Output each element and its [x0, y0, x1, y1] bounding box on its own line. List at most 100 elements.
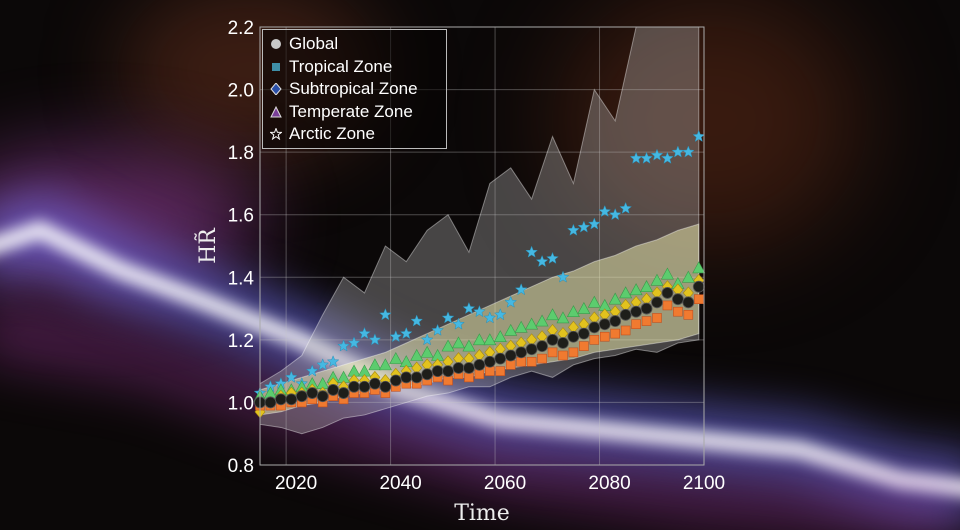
point-temperate-zone — [504, 323, 518, 336]
point-tropical-zone — [495, 366, 506, 376]
point-arctic-zone — [608, 208, 622, 221]
point-temperate-zone — [368, 358, 382, 371]
point-arctic-zone — [650, 148, 664, 161]
point-arctic-zone — [546, 251, 559, 264]
circle-marker-icon — [269, 37, 283, 51]
y-axis-label: HR̃ — [195, 227, 221, 264]
point-arctic-zone — [441, 311, 455, 324]
point-temperate-zone — [619, 286, 633, 299]
point-temperate-zone — [577, 301, 591, 314]
point-tropical-zone — [526, 356, 537, 367]
point-global — [651, 296, 663, 309]
point-global — [274, 393, 287, 406]
legend-item-subtropical: Subtropical Zone — [269, 78, 440, 101]
point-tropical-zone — [568, 347, 579, 358]
point-arctic-zone — [389, 330, 403, 343]
point-global — [369, 377, 381, 390]
point-tropical-zone — [693, 294, 704, 304]
point-temperate-zone — [556, 311, 570, 324]
point-arctic-zone — [619, 201, 633, 214]
point-arctic-zone — [305, 364, 319, 377]
x-axis-label: Time — [454, 501, 510, 526]
x-tick-label: 2040 — [379, 473, 421, 494]
point-tropical-zone — [579, 341, 589, 351]
point-tropical-zone — [599, 331, 610, 342]
point-global — [337, 387, 350, 399]
point-tropical-zone — [505, 360, 516, 370]
point-arctic-zone — [681, 145, 695, 158]
point-arctic-zone — [399, 326, 413, 340]
legend-item-tropical: Tropical Zone — [269, 56, 440, 79]
plot-frame — [259, 26, 705, 466]
point-global — [285, 393, 298, 406]
point-global — [682, 296, 695, 309]
point-global — [400, 371, 413, 384]
legend-label: Arctic Zone — [289, 124, 375, 144]
point-temperate-zone — [608, 292, 622, 305]
point-arctic-zone — [462, 301, 476, 314]
point-arctic-zone — [692, 129, 706, 142]
square-marker-icon — [269, 60, 283, 74]
y-tick-label: 1.6 — [228, 206, 254, 227]
legend-label: Tropical Zone — [289, 56, 393, 76]
x-tick-label: 2060 — [484, 473, 526, 494]
point-temperate-zone — [441, 339, 455, 352]
point-global — [410, 371, 423, 384]
point-global — [306, 387, 319, 399]
point-arctic-zone — [556, 270, 570, 283]
point-global — [598, 318, 611, 331]
point-temperate-zone — [681, 270, 695, 283]
point-global — [619, 308, 632, 321]
point-global — [431, 365, 444, 378]
legend-label: Temperate Zone — [289, 101, 413, 121]
point-global — [630, 305, 642, 318]
point-arctic-zone — [640, 151, 653, 164]
point-global — [567, 330, 580, 343]
point-tropical-zone — [631, 319, 641, 330]
point-global — [577, 327, 590, 340]
point-temperate-zone — [640, 280, 654, 292]
legend-item-temperate: Temperate Zone — [269, 101, 440, 124]
point-global — [473, 358, 486, 371]
point-tropical-zone — [652, 313, 662, 323]
legend-item-global: Global — [269, 33, 440, 56]
point-global — [546, 333, 559, 346]
point-global — [452, 362, 465, 374]
point-temperate-zone — [483, 333, 497, 346]
y-tick-label: 2.2 — [228, 18, 254, 39]
point-arctic-zone — [284, 370, 298, 383]
point-tropical-zone — [558, 350, 568, 361]
legend-item-arctic: Arctic Zone — [269, 123, 440, 146]
point-global — [515, 346, 528, 359]
point-arctic-zone — [420, 333, 434, 346]
point-tropical-zone — [474, 369, 485, 380]
point-tropical-zone — [662, 300, 673, 311]
point-global — [442, 365, 454, 378]
point-temperate-zone — [546, 308, 560, 321]
point-arctic-zone — [410, 314, 424, 327]
y-tick-label: 1.8 — [228, 143, 254, 164]
point-temperate-zone — [472, 333, 486, 346]
star-marker-icon — [269, 127, 283, 141]
point-temperate-zone — [451, 336, 465, 349]
point-tropical-zone — [485, 366, 495, 376]
point-global — [525, 343, 538, 356]
data-points — [253, 129, 706, 419]
legend: Global Tropical Zone Subtropical Zone Te… — [262, 29, 447, 149]
point-arctic-zone — [326, 355, 340, 368]
point-arctic-zone — [493, 308, 507, 321]
point-global — [358, 380, 371, 393]
point-global — [316, 390, 329, 403]
point-tropical-zone — [464, 372, 474, 383]
point-tropical-zone — [673, 306, 683, 317]
triangle-marker-icon — [269, 105, 283, 119]
point-arctic-zone — [452, 317, 465, 330]
point-temperate-zone — [660, 267, 674, 280]
point-global — [661, 287, 674, 299]
point-arctic-zone — [358, 326, 371, 340]
tick-labels: 2020 2040 2060 2080 2100 0.8 1.0 1.2 1.4 1.6 1.8 2.… — [228, 18, 726, 494]
point-temperate-zone — [525, 317, 539, 330]
point-arctic-zone — [514, 283, 528, 296]
y-tick-label: 1.2 — [228, 331, 254, 352]
